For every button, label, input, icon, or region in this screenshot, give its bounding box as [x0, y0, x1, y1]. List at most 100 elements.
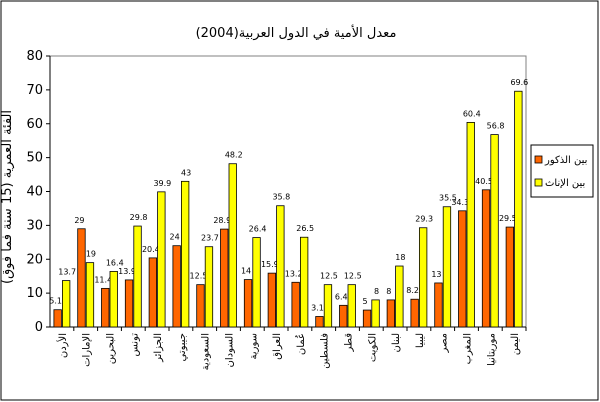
- data-label: 29.8: [130, 213, 148, 222]
- data-label: 69.6: [510, 78, 528, 87]
- bar-males: [220, 228, 229, 328]
- x-tick-label: عُمان: [295, 333, 307, 355]
- bar-males: [410, 298, 419, 328]
- x-tick-label: المغرب: [463, 333, 474, 364]
- chart-title: معدل الأمية في الدول العربية(2004): [196, 24, 397, 41]
- bar-males: [172, 245, 181, 328]
- y-tick-label: 0: [35, 320, 43, 335]
- data-label: 40.5: [475, 177, 493, 186]
- bar-females: [133, 225, 142, 328]
- bar-females: [347, 284, 356, 328]
- bar-females: [252, 237, 261, 328]
- bar-females: [228, 163, 237, 328]
- data-label: 16.4: [106, 258, 124, 267]
- x-tick-label: قطر: [344, 333, 355, 353]
- data-label: 56.8: [487, 122, 505, 131]
- bar-females: [180, 180, 190, 328]
- bar-males: [101, 287, 110, 328]
- x-tick-label: البحرين: [106, 333, 117, 364]
- bar-males: [148, 257, 158, 328]
- data-label: 34.3: [451, 198, 469, 207]
- data-label: 35.8: [272, 193, 290, 202]
- x-tick-label: الكويت: [367, 333, 378, 362]
- data-label: 11.4: [94, 275, 112, 284]
- data-label: 13.2: [285, 269, 303, 278]
- bar-males: [315, 316, 324, 328]
- x-tick-label: السعودية: [201, 333, 212, 370]
- bar-females: [85, 262, 95, 328]
- x-tick-label: لبنان: [391, 333, 402, 352]
- data-label: 13: [431, 270, 441, 279]
- x-tick-label: اليمن: [510, 333, 521, 355]
- bar-males: [386, 299, 396, 328]
- x-tick-label: سورية: [248, 333, 259, 360]
- data-label: 8: [374, 287, 379, 296]
- legend-box: [530, 144, 594, 198]
- x-tick-label: تونس: [129, 333, 140, 357]
- legend: بين الذكور بين الإناث: [530, 144, 594, 198]
- legend-entry: بين الذكور: [544, 155, 587, 166]
- y-tick-label: 10: [26, 286, 43, 301]
- x-tick-label: موريتانيا: [486, 333, 497, 366]
- data-label: 5.1: [49, 297, 62, 306]
- data-label: 14: [241, 267, 251, 276]
- bar-females: [442, 206, 452, 328]
- bar-males: [505, 226, 515, 328]
- data-label: 13.7: [58, 268, 76, 277]
- bar-females: [323, 284, 333, 328]
- legend-swatch: [534, 155, 543, 164]
- bar-females: [490, 134, 499, 328]
- data-label: 29.5: [499, 214, 517, 223]
- bar-males: [339, 304, 348, 328]
- bar-males: [267, 272, 277, 328]
- x-tick-label: ليبيا: [415, 333, 426, 348]
- y-tick-label: 30: [26, 218, 43, 233]
- bar-females: [204, 246, 214, 328]
- x-tick-label: الإمارات: [82, 333, 93, 367]
- bar-males: [53, 309, 62, 328]
- y-axis-label: الفئة العمرية (15 سنة فما فوق): [0, 110, 15, 284]
- y-tick-label: 80: [26, 49, 43, 64]
- x-tick-label: فلسطين: [320, 333, 331, 369]
- data-label: 18: [395, 253, 405, 262]
- bar-males: [291, 281, 300, 328]
- data-label: 23.7: [201, 234, 219, 243]
- bar-males: [243, 279, 253, 328]
- data-label: 43: [181, 168, 191, 177]
- bar-females: [109, 271, 118, 328]
- data-label: 28.9: [213, 216, 231, 225]
- data-label: 26.4: [249, 225, 267, 234]
- bar-females: [371, 299, 380, 328]
- y-tick-label: 50: [26, 151, 43, 166]
- data-label: 12.5: [320, 272, 338, 281]
- data-label: 8.2: [406, 286, 419, 295]
- x-tick-label: السودان: [225, 333, 236, 368]
- data-label: 13.9: [118, 267, 136, 276]
- bar-males: [481, 189, 491, 328]
- data-label: 15.9: [261, 260, 279, 269]
- data-label: 24: [170, 233, 180, 242]
- bar-females: [157, 191, 166, 328]
- bar-females: [395, 265, 404, 328]
- bar-females: [299, 236, 309, 328]
- bar-males: [124, 279, 134, 328]
- data-label: 26.5: [296, 224, 314, 233]
- data-label: 39.9: [153, 179, 171, 188]
- data-label: 6.4: [335, 292, 348, 301]
- x-tick-label: العراق: [272, 333, 283, 360]
- legend-entry: بين الإناث: [545, 178, 585, 189]
- data-label: 20.4: [142, 245, 160, 254]
- data-label: 5: [363, 297, 368, 306]
- y-tick-label: 60: [26, 117, 43, 132]
- bar-females: [514, 90, 523, 328]
- x-tick-label: مصر: [439, 333, 450, 354]
- data-label: 12.5: [190, 272, 208, 281]
- data-label: 35.5: [439, 194, 457, 203]
- data-label: 29.3: [415, 215, 433, 224]
- data-label: 12.5: [344, 272, 362, 281]
- legend-swatch: [534, 178, 543, 187]
- data-label: 19: [86, 250, 96, 259]
- bar-females: [276, 205, 285, 328]
- data-label: 29: [74, 216, 84, 225]
